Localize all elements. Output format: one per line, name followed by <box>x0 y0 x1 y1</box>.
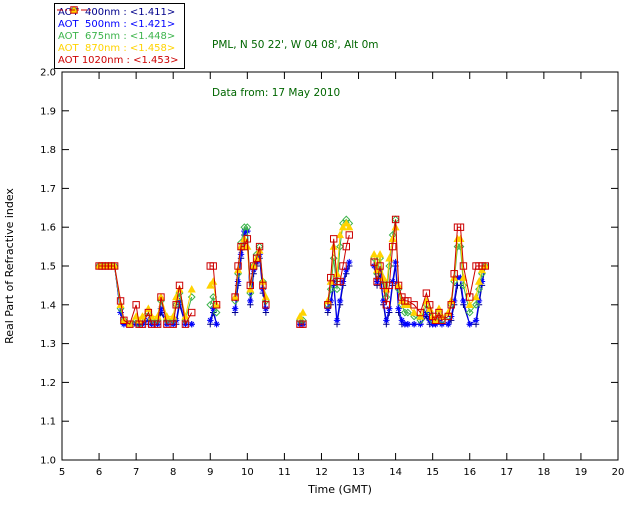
y-tick-label: 1.5 <box>40 262 56 273</box>
y-tick-label: 1.6 <box>40 223 56 234</box>
x-tick-label: 16 <box>463 467 476 478</box>
legend-item-aot-500nm: AOT 500nm : <1.421> <box>57 6 178 30</box>
y-axis-title: Real Part of Refractive index <box>3 188 16 344</box>
y-tick-label: 1.8 <box>40 145 56 156</box>
legend-item-aot-870nm: AOT 870nm : <1.458> <box>57 5 178 54</box>
x-tick-label: 8 <box>170 467 176 478</box>
y-tick-label: 1.1 <box>40 417 56 428</box>
y-tick-label: 1.3 <box>40 339 56 350</box>
y-tick-label: 1.7 <box>40 184 56 195</box>
legend-line-sample <box>57 6 91 14</box>
x-axis-title: Time (GMT) <box>307 483 372 496</box>
legend-label: AOT 500nm : <1.421> <box>58 18 176 30</box>
x-tick-label: 7 <box>133 467 139 478</box>
series-aot-870nm <box>95 219 490 328</box>
legend-label: AOT 1020nm : <1.453> <box>58 54 179 66</box>
x-tick-label: 12 <box>315 467 328 478</box>
x-tick-label: 17 <box>500 467 513 478</box>
y-tick-label: 1.0 <box>40 456 56 467</box>
plot-layer: 5 6 7 8 9 10 11 12 13 14 15 16 17 18 19 20 1.0 1.1 1.2 1.3 1… <box>40 68 624 479</box>
legend-label: AOT 870nm : <1.458> <box>58 42 176 54</box>
x-tick-label: 11 <box>278 467 291 478</box>
station-info: PML, N 50 22', W 04 08', Alt 0m Data fro… <box>212 5 379 133</box>
x-tick-label: 9 <box>207 467 213 478</box>
series-aot-1020nm <box>95 215 490 328</box>
y-tick-label: 1.4 <box>40 300 56 311</box>
x-tick-label: 15 <box>426 467 439 478</box>
legend-label: AOT 400nm : <1.411> <box>58 6 176 18</box>
x-tick-label: 13 <box>352 467 365 478</box>
legend-box: AOT 400nm : <1.411> AOT 500nm : <1.421> AO… <box>54 3 186 69</box>
x-tick-label: 10 <box>241 467 254 478</box>
y-tick-label: 2.0 <box>40 68 56 79</box>
legend-item-aot-675nm: AOT 675nm : <1.448> <box>57 6 178 42</box>
legend-label: AOT 675nm : <1.448> <box>58 30 176 42</box>
x-tick-label: 14 <box>389 467 402 478</box>
x-tick-label: 20 <box>612 467 625 478</box>
station-location-text: PML, N 50 22', W 04 08', Alt 0m <box>212 39 379 51</box>
y-tick-label: 1.9 <box>40 106 56 117</box>
x-tick-label: 5 <box>59 467 65 478</box>
x-tick-label: 6 <box>96 467 102 478</box>
legend-item-aot-1020nm: AOT 1020nm : <1.453> <box>57 6 179 66</box>
y-tick-label: 1.2 <box>40 378 56 389</box>
x-tick-label: 18 <box>537 467 550 478</box>
x-tick-label: 19 <box>575 467 588 478</box>
data-date-text: Data from: 17 May 2010 <box>212 87 341 99</box>
